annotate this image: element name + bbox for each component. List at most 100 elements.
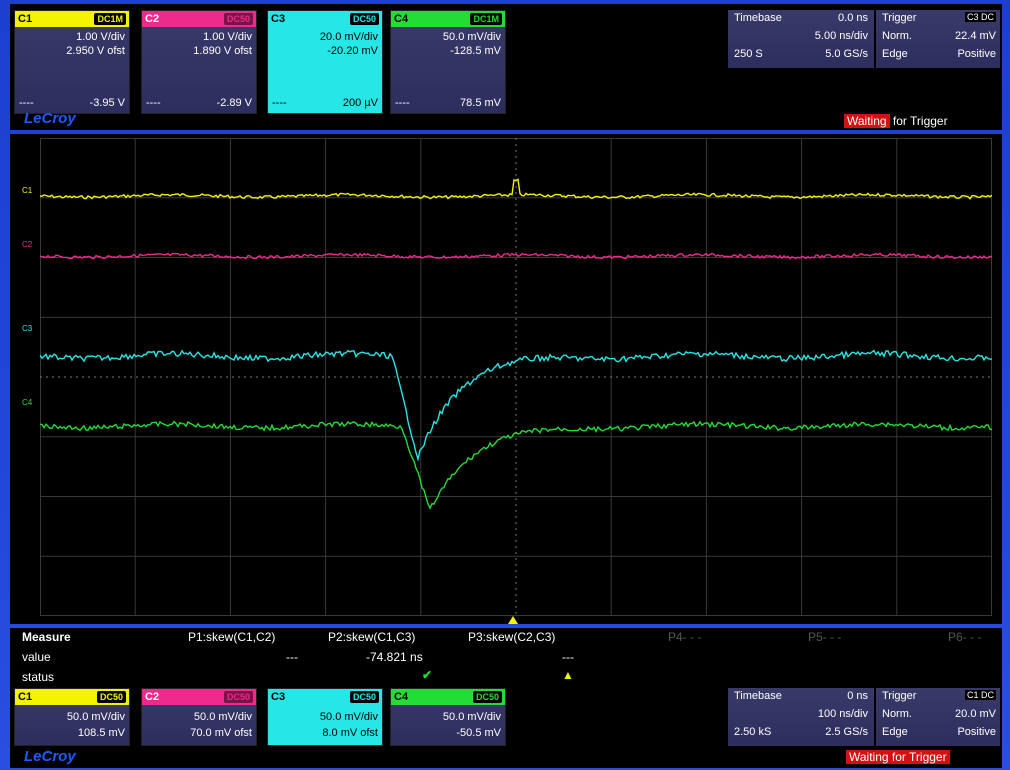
channel-header: C3 DC50 xyxy=(268,689,382,705)
dash-readout: ---- xyxy=(19,97,34,109)
trigger-descriptor[interactable]: Trigger C3 DC Norm. 22.4 mV Edge Positiv… xyxy=(876,10,1000,68)
dash-readout: ---- xyxy=(395,97,410,109)
dash-readout: ---- xyxy=(272,97,287,109)
traces xyxy=(40,178,992,510)
trigger-position-marker-icon xyxy=(508,616,518,624)
channel-name: C2 xyxy=(145,13,160,25)
timebase-delay: 0.0 ns xyxy=(838,12,868,24)
coupling-badge: DC50 xyxy=(349,691,379,703)
coupling-badge: DC1M xyxy=(470,13,502,25)
offset: 8.0 mV ofst xyxy=(322,727,378,739)
channel-name: C4 xyxy=(394,13,409,25)
channel-name: C1 xyxy=(18,691,33,703)
trigger-status-text: for Trigger xyxy=(889,114,948,128)
param-p1-value: --- xyxy=(286,650,298,664)
measure-row-status: status xyxy=(22,670,55,684)
param-p5-empty[interactable]: P5- - - xyxy=(808,630,842,644)
coupling-badge: DC50 xyxy=(223,13,253,25)
offset: 2.950 V ofst xyxy=(66,45,125,57)
trigger-mode: Norm. xyxy=(882,30,912,42)
bottom-trigger-descriptor[interactable]: Trigger C1 DC Norm. 20.0 mV Edge Positiv… xyxy=(876,688,1000,746)
coupling-badge: DC1M xyxy=(94,13,126,25)
waveform-display[interactable]: C1 C2 C3 C4 xyxy=(10,134,1002,624)
bottom-channel-descriptor-c3[interactable]: C3 DC50 50.0 mV/div 8.0 mV ofst xyxy=(267,688,383,746)
coupling-badge: DC50 xyxy=(349,13,379,25)
bottom-timebase-descriptor[interactable]: Timebase 0 ns 100 ns/div 2.50 kS 2.5 GS/… xyxy=(728,688,874,746)
channel-descriptor-c4[interactable]: C4 DC1M 50.0 mV/div -128.5 mV ---- 78.5 … xyxy=(390,10,506,114)
param-p4-empty[interactable]: P4- - - xyxy=(668,630,702,644)
bottom-channel-descriptor-c2[interactable]: C2 DC50 50.0 mV/div 70.0 mV ofst xyxy=(141,688,257,746)
trace-c1 xyxy=(40,178,992,200)
top-info-panel: C1 DC1M 1.00 V/div 2.950 V ofst ---- -3.… xyxy=(10,4,1002,130)
channel-name: C3 xyxy=(271,13,286,25)
timebase-label: Timebase xyxy=(734,12,782,24)
channel-value: -2.89 V xyxy=(216,97,252,109)
volts-per-div: 50.0 mV/div xyxy=(66,711,125,723)
offset: -50.5 mV xyxy=(456,727,501,739)
volts-per-div: 50.0 mV/div xyxy=(442,711,501,723)
offset: 70.0 mV ofst xyxy=(190,727,252,739)
time-per-div: 100 ns/div xyxy=(817,708,868,720)
channel-name: C3 xyxy=(271,691,286,703)
measure-row-value: value xyxy=(22,650,51,664)
param-p3-name[interactable]: P3:skew(C2,C3) xyxy=(468,630,556,644)
channel-value: -3.95 V xyxy=(89,97,125,109)
param-p3-status-warning-icon: ▲ xyxy=(562,668,574,682)
offset: -128.5 mV xyxy=(450,45,501,57)
channel-header: C4 DC1M xyxy=(391,11,505,27)
lecroy-logo: LeCroy xyxy=(24,110,76,127)
trigger-level: 20.0 mV xyxy=(955,708,996,720)
channel-descriptor-c1[interactable]: C1 DC1M 1.00 V/div 2.950 V ofst ---- -3.… xyxy=(14,10,130,114)
channel-value: 200 µV xyxy=(342,97,378,109)
trigger-level: 22.4 mV xyxy=(955,30,996,42)
param-p2-name[interactable]: P2:skew(C1,C3) xyxy=(328,630,416,644)
trigger-status-waiting: Waiting for Trigger xyxy=(846,750,950,764)
waveform-grid[interactable] xyxy=(40,138,992,616)
timebase-delay: 0 ns xyxy=(847,690,868,702)
channel-header: C1 DC50 xyxy=(15,689,129,705)
trigger-channel-badge: C3 DC xyxy=(964,12,996,22)
coupling-badge: DC50 xyxy=(472,691,502,703)
trigger-type: Edge xyxy=(882,48,908,60)
grid-lines xyxy=(40,138,992,616)
trigger-mode: Norm. xyxy=(882,708,912,720)
trace-label-c4: C4 xyxy=(22,398,33,407)
channel-descriptor-c3[interactable]: C3 DC50 20.0 mV/div -20.20 mV ---- 200 µ… xyxy=(267,10,383,114)
volts-per-div: 50.0 mV/div xyxy=(319,711,378,723)
sample-rate: 2.5 GS/s xyxy=(825,726,868,738)
channel-header: C4 DC50 xyxy=(391,689,505,705)
param-p2-value: -74.821 ns xyxy=(366,650,423,664)
volts-per-div: 1.00 V/div xyxy=(76,31,125,43)
bottom-channel-descriptor-c1[interactable]: C1 DC50 50.0 mV/div 108.5 mV xyxy=(14,688,130,746)
channel-header: C2 DC50 xyxy=(142,689,256,705)
offset: 1.890 V ofst xyxy=(193,45,252,57)
measure-title: Measure xyxy=(22,630,71,644)
sample-count: 250 S xyxy=(734,48,763,60)
offset: -20.20 mV xyxy=(327,45,378,57)
channel-value: 78.5 mV xyxy=(460,97,501,109)
channel-header: C3 DC50 xyxy=(268,11,382,27)
channel-header: C2 DC50 xyxy=(142,11,256,27)
trigger-label: Trigger xyxy=(882,690,917,702)
channel-name: C4 xyxy=(394,691,409,703)
timebase-descriptor[interactable]: Timebase 0.0 ns 5.00 ns/div 250 S 5.0 GS… xyxy=(728,10,874,68)
trigger-status-waiting: Waiting xyxy=(844,114,890,128)
trigger-type: Edge xyxy=(882,726,908,738)
trigger-slope: Positive xyxy=(957,48,996,60)
volts-per-div: 20.0 mV/div xyxy=(319,31,378,43)
bottom-channel-descriptor-c4[interactable]: C4 DC50 50.0 mV/div -50.5 mV xyxy=(390,688,506,746)
coupling-badge: DC50 xyxy=(223,691,253,703)
coupling-badge: DC50 xyxy=(96,691,126,703)
param-p3-value: --- xyxy=(562,650,574,664)
channel-descriptor-c2[interactable]: C2 DC50 1.00 V/div 1.890 V ofst ---- -2.… xyxy=(141,10,257,114)
param-p2-status-check-icon: ✔ xyxy=(422,668,433,682)
trigger-label: Trigger xyxy=(882,12,917,24)
volts-per-div: 50.0 mV/div xyxy=(193,711,252,723)
param-p6-empty[interactable]: P6- - - xyxy=(948,630,982,644)
sample-count: 2.50 kS xyxy=(734,726,772,738)
trace-label-c2: C2 xyxy=(22,240,33,249)
param-p1-name[interactable]: P1:skew(C1,C2) xyxy=(188,630,276,644)
trace-c2 xyxy=(40,252,992,260)
timebase-label: Timebase xyxy=(734,690,782,702)
time-per-div: 5.00 ns/div xyxy=(814,30,868,42)
